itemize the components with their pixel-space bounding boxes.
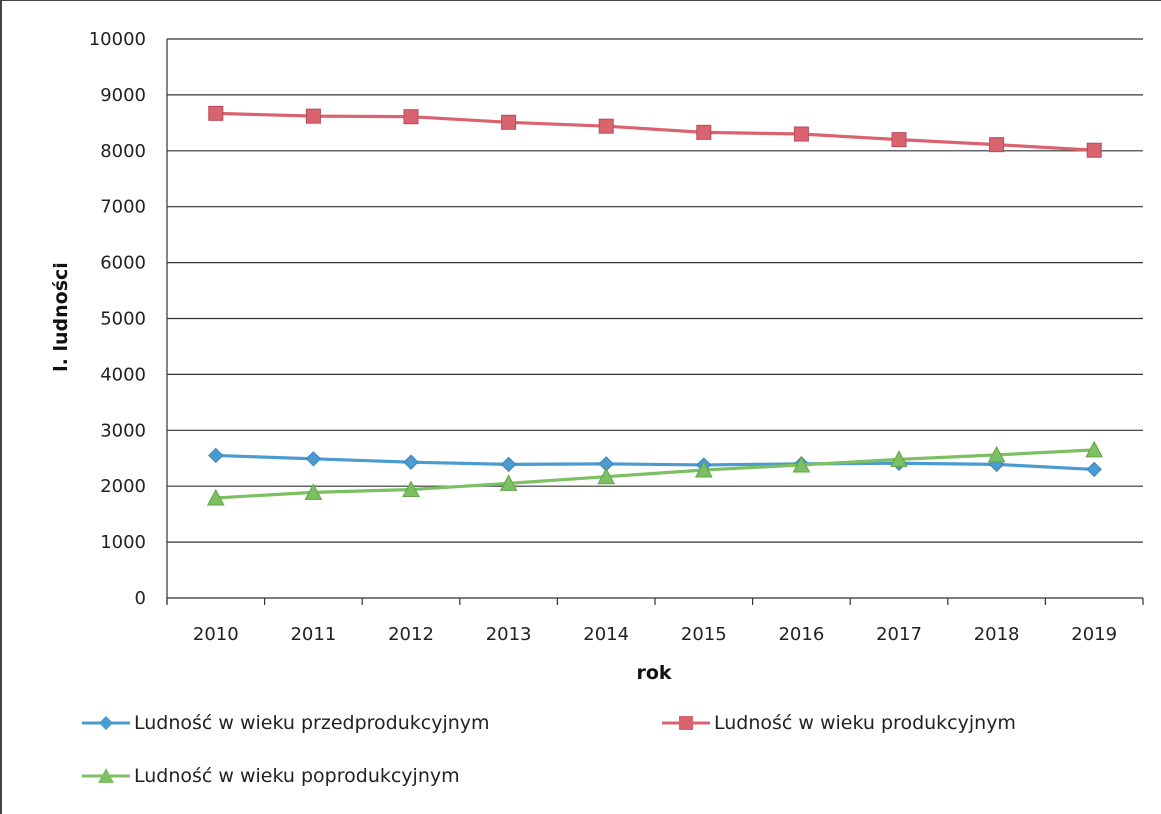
y-tick-label-9000: 9000: [100, 85, 146, 106]
y-tick-label-8000: 8000: [100, 141, 146, 162]
series-1-point-2015: [696, 124, 712, 140]
series-1-point-2011: [305, 108, 321, 124]
x-tick-label-2015: 2015: [681, 624, 727, 645]
legend-item-1: Ludność w wieku produkcyjnym: [662, 712, 1016, 734]
legend-label-0: Ludność w wieku przedprodukcyjnym: [134, 712, 490, 734]
y-tick-label-7000: 7000: [100, 197, 146, 218]
legend-marker-diamond-icon: [82, 716, 130, 730]
series-1-point-2016: [793, 126, 809, 142]
series-1-point-2014: [598, 118, 614, 134]
legend-marker-square-icon: [662, 716, 710, 730]
y-axis-title: l. ludności: [50, 262, 72, 372]
series-0-point-2012: [403, 454, 419, 470]
y-tick-label-3000: 3000: [100, 420, 146, 441]
series-line-0: [215, 453, 1095, 472]
series-1-point-2019: [1086, 142, 1102, 158]
series-2-point-2011: [304, 483, 323, 500]
x-tick-label-2014: 2014: [583, 624, 629, 645]
series-2-point-2017: [890, 450, 908, 467]
y-tick-label-2000: 2000: [100, 476, 146, 497]
legend-marker-triangle-icon: [82, 768, 130, 783]
series-line-1: [215, 111, 1095, 152]
x-axis-title: rok: [636, 662, 671, 684]
x-tick-label-2011: 2011: [290, 624, 336, 645]
y-tick-label-5000: 5000: [100, 309, 146, 330]
series-1-point-2012: [403, 109, 419, 125]
x-tick-label-2013: 2013: [486, 624, 532, 645]
series-2-point-2016: [792, 455, 811, 473]
x-tick-label-2018: 2018: [974, 624, 1020, 645]
series-2-point-2015: [694, 460, 713, 478]
series-0-point-2019: [1086, 461, 1102, 478]
series-2-point-2019: [1085, 440, 1104, 458]
series-1-point-2010: [208, 105, 224, 121]
y-tick-label-0: 0: [135, 588, 146, 609]
series-0-point-2010: [208, 447, 224, 464]
y-tick-label-4000: 4000: [100, 364, 146, 385]
series-0-point-2011: [305, 451, 322, 467]
y-tick-label-6000: 6000: [100, 253, 146, 274]
series-line-2: [215, 448, 1095, 500]
series-2-point-2012: [402, 480, 420, 498]
x-tick-label-2010: 2010: [193, 624, 239, 645]
x-tick-label-2017: 2017: [876, 624, 922, 645]
series-2-point-2014: [597, 467, 616, 485]
series-2-point-2013: [499, 474, 518, 491]
legend-item-0: Ludność w wieku przedprodukcyjnym: [82, 712, 490, 734]
x-tick-label-2019: 2019: [1071, 624, 1117, 645]
legend-item-2: Ludność w wieku poprodukcyjnym: [82, 765, 460, 787]
x-tick-label-2012: 2012: [388, 624, 434, 645]
y-tick-label-10000: 10000: [89, 29, 146, 50]
legend-label-1: Ludność w wieku produkcyjnym: [714, 712, 1016, 734]
x-tick-label-2016: 2016: [778, 624, 824, 645]
series-1-point-2013: [501, 114, 517, 130]
series-2-point-2018: [987, 445, 1006, 463]
legend-label-2: Ludność w wieku poprodukcyjnym: [134, 765, 460, 787]
y-tick-label-1000: 1000: [100, 532, 146, 553]
series-1-point-2018: [989, 137, 1005, 153]
series-0-point-2013: [500, 456, 517, 473]
series-1-point-2017: [891, 132, 907, 148]
series-2-point-2010: [206, 488, 225, 506]
